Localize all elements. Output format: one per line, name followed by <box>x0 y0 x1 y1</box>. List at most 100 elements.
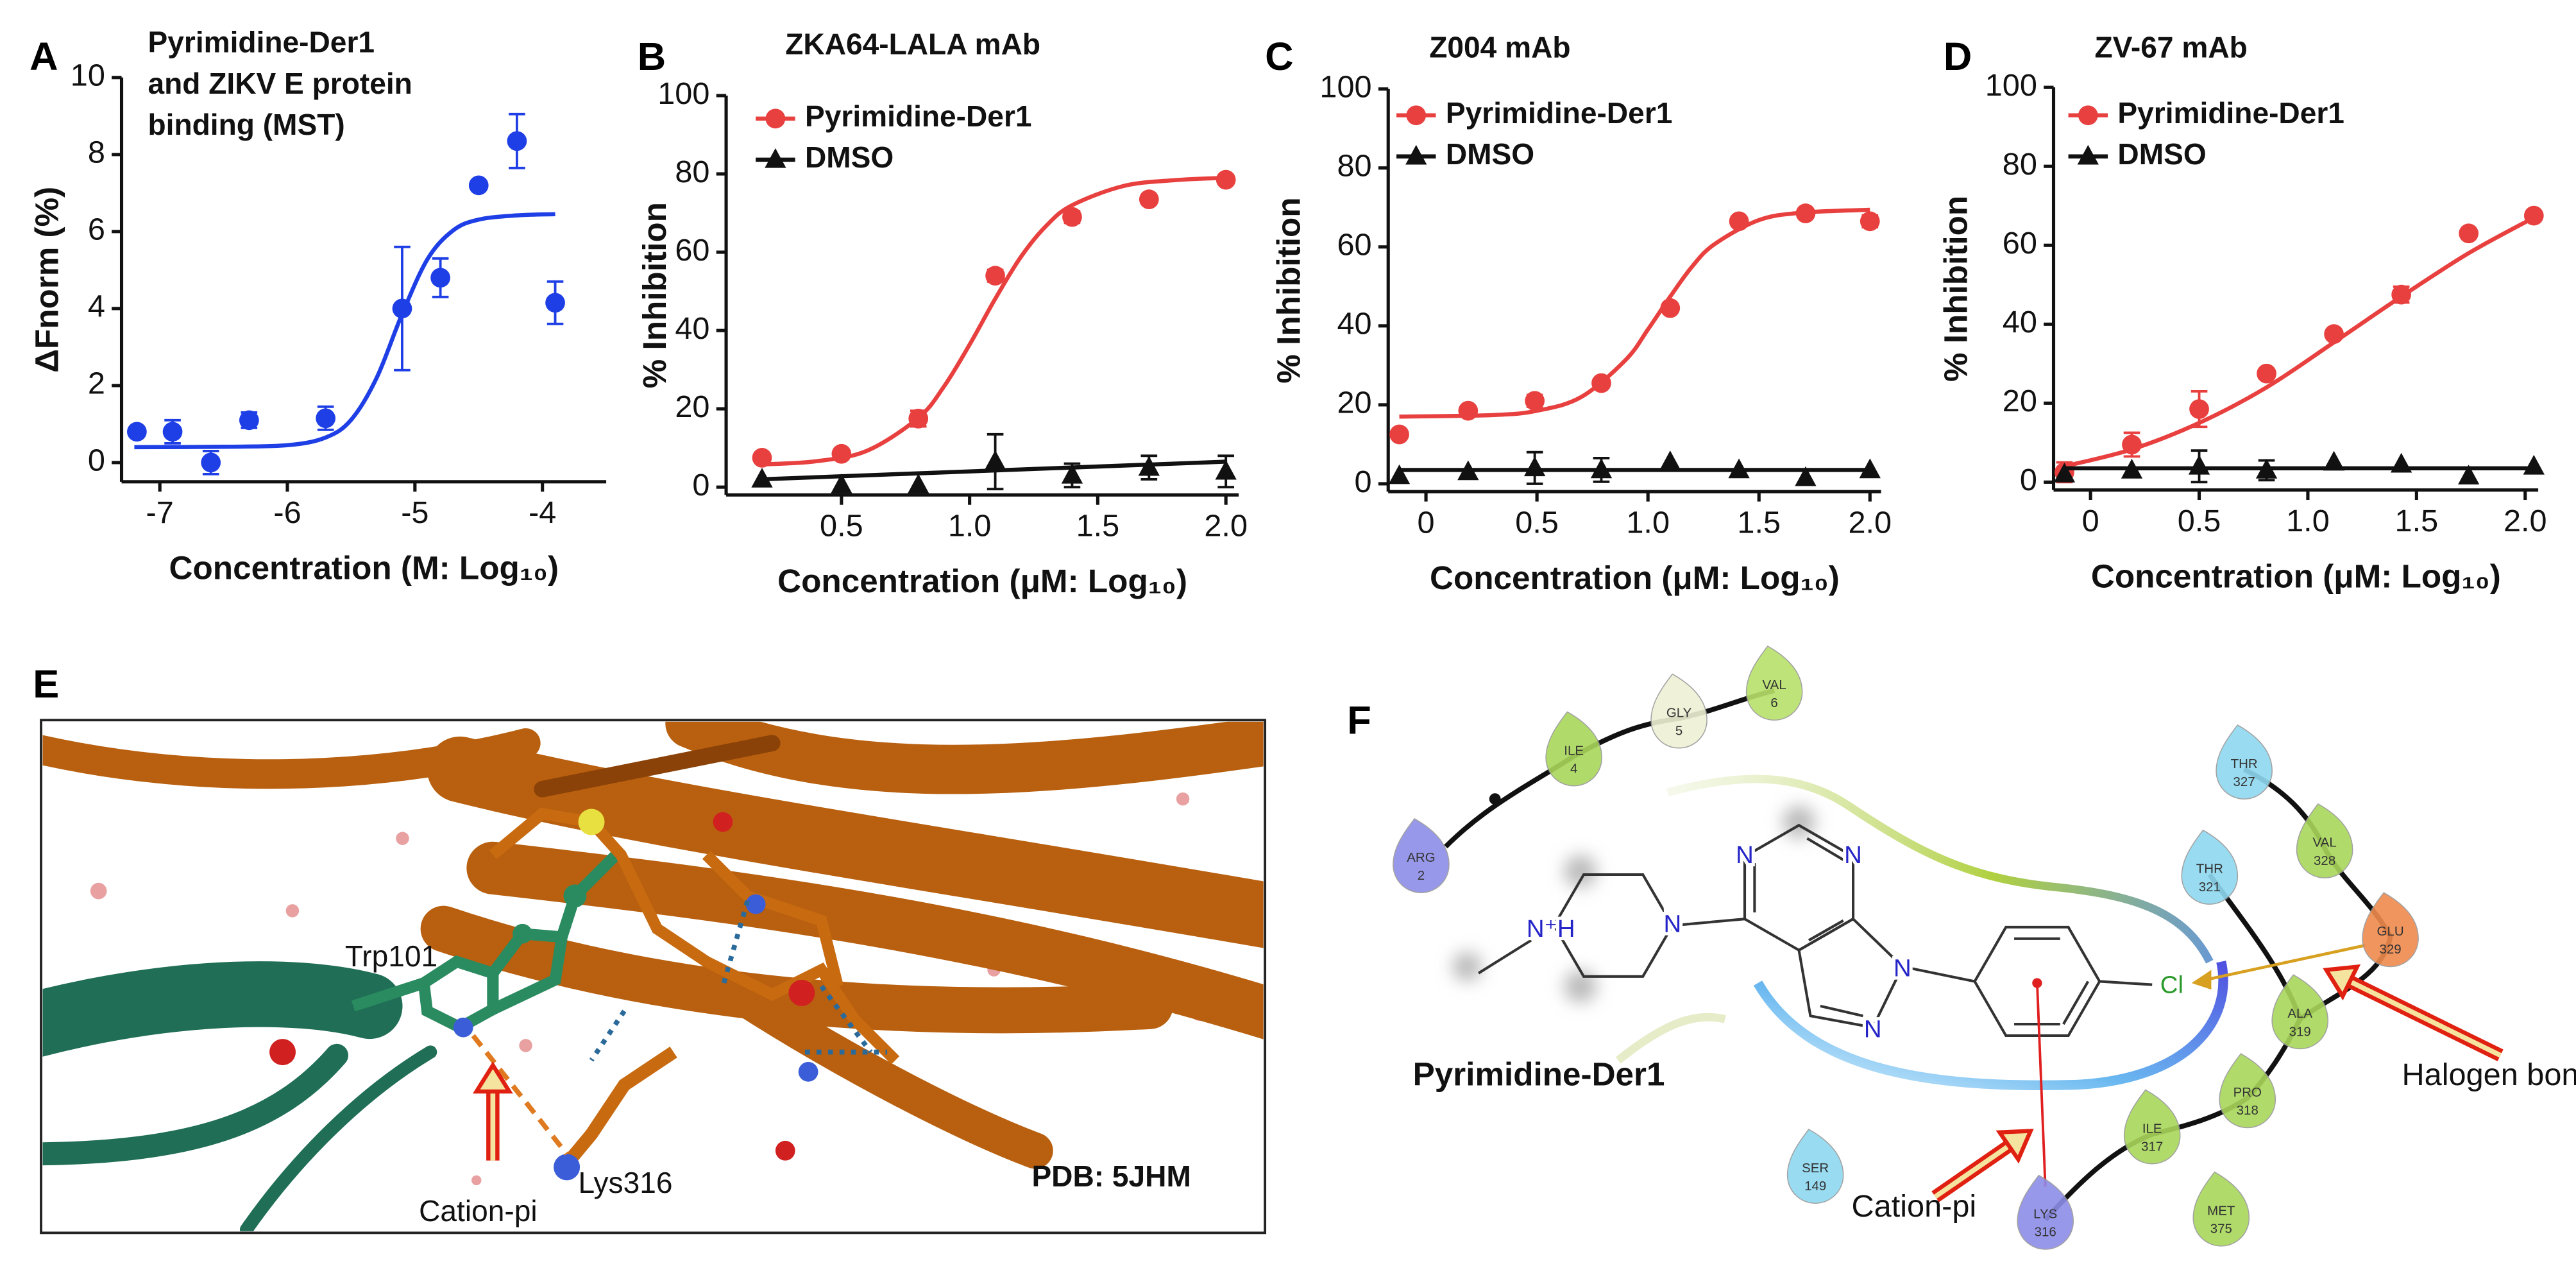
marker <box>507 131 527 151</box>
residue-number: 5 <box>1675 724 1682 739</box>
marker <box>127 422 147 442</box>
marker <box>2122 434 2142 455</box>
marker <box>1138 456 1160 476</box>
residue-shape <box>2017 1174 2074 1250</box>
marker <box>1659 450 1681 470</box>
structure-view: Trp101 Lys316 Cation-pi PDB: 5JHM <box>40 719 1267 1235</box>
chart-title: Pyrimidine-Der1 <box>148 26 375 59</box>
residue-name: SER <box>1802 1161 1829 1176</box>
residue-name: THR <box>2196 862 2223 877</box>
chart-title: Z004 mAb <box>1429 30 1570 64</box>
marker <box>1216 169 1236 190</box>
marker <box>1524 456 1546 477</box>
residue: ARG 2 <box>1393 817 1450 893</box>
x-tick-label: -6 <box>273 495 301 530</box>
chart-title: ZV-67 mAb <box>2095 30 2248 64</box>
residue-name: GLY <box>1666 705 1692 720</box>
residue-name: GLU <box>2377 924 2404 939</box>
cation-pi-contact <box>2035 982 2047 1187</box>
marker <box>2390 452 2412 473</box>
chart: 0 2 4 6 8 10 -7 -6 -5 -4 Concentration (M: Log₁₀) Δ… <box>28 26 607 586</box>
x-tick-label: 2.0 <box>2504 504 2547 538</box>
x-tick-label: -5 <box>401 495 428 530</box>
legend-label: DMSO <box>805 141 894 174</box>
marker <box>1215 459 1237 480</box>
marker <box>2458 465 2480 484</box>
fit-line <box>2063 216 2535 468</box>
marker <box>2121 458 2143 479</box>
residue-name: VAL <box>2313 835 2337 850</box>
residue-number: 319 <box>2289 1024 2311 1039</box>
trp-sidechain <box>269 850 620 1066</box>
marker <box>2391 284 2412 305</box>
halogen-contact <box>2198 943 2366 983</box>
y-tick-label: 80 <box>675 155 709 189</box>
residue: MET 375 <box>2192 1171 2250 1247</box>
residue: VAL 328 <box>2296 803 2353 878</box>
x-tick-label: 1.5 <box>1737 505 1781 540</box>
residue-name: ILE <box>2142 1121 2162 1136</box>
y-tick-label: 0 <box>2020 463 2037 497</box>
marker <box>831 474 852 493</box>
exposure-halos <box>1452 805 1816 1003</box>
residue: PRO 318 <box>2219 1053 2276 1129</box>
residue-number: 316 <box>2035 1225 2056 1240</box>
y-tick-label: 60 <box>2003 226 2037 261</box>
panel-label: E <box>33 662 59 706</box>
residue-name: LYS <box>2033 1207 2057 1222</box>
residue-shape <box>2192 1171 2250 1247</box>
marker <box>908 474 929 493</box>
charts: 0 2 4 6 8 10 -7 -6 -5 -4 Concentration (M: Log₁₀) Δ… <box>28 26 2546 599</box>
marker <box>985 266 1005 286</box>
residue-number: 318 <box>2237 1103 2258 1118</box>
marker <box>1729 211 1749 232</box>
marker <box>1795 466 1817 486</box>
y-tick-label: 80 <box>1337 149 1371 184</box>
backbone-node <box>1489 793 1501 805</box>
legend-label: Pyrimidine-Der1 <box>2117 96 2344 130</box>
y-axis-label: % Inhibition <box>1271 197 1307 383</box>
y-tick-label: 80 <box>2003 147 2037 182</box>
marker <box>984 450 1006 470</box>
residue-number: 328 <box>2314 853 2335 868</box>
residue-name: THR <box>2231 757 2258 771</box>
marker <box>316 408 336 429</box>
ligand-name: Pyrimidine-Der1 <box>1413 1056 1665 1093</box>
atom-label: N⁺H <box>1527 915 1575 943</box>
ribbons <box>42 721 1264 1169</box>
residue-name: MET <box>2207 1203 2235 1218</box>
green-ribbon <box>42 961 437 1231</box>
marker <box>2324 324 2344 345</box>
marker <box>201 452 221 473</box>
interaction-diagram: Pyrimidine-Der1 Halogen bond Cation-pi A… <box>1393 645 2576 1250</box>
x-tick-label: 1.5 <box>1076 508 1120 543</box>
y-tick-label: 4 <box>88 289 105 324</box>
atom-label: N <box>1864 1015 1882 1043</box>
ring-centroid <box>2032 978 2042 988</box>
molecule <box>1478 823 2153 1038</box>
pocket-contour <box>1615 1013 1726 1064</box>
marker <box>2323 450 2345 471</box>
y-tick-label: 40 <box>675 311 709 346</box>
marker <box>430 268 450 288</box>
chart-title: binding (MST) <box>148 108 345 141</box>
marker <box>751 468 773 488</box>
arrow-head <box>472 1061 513 1094</box>
arrow-head <box>2323 964 2361 1001</box>
h-bonds <box>589 900 888 1062</box>
residue-number: 317 <box>2141 1140 2163 1154</box>
marker <box>2459 223 2479 244</box>
marker <box>392 298 412 319</box>
structure-render <box>42 721 1264 1231</box>
residue: ILE 317 <box>2123 1089 2181 1165</box>
marker <box>752 448 772 468</box>
residue-number: 6 <box>1770 696 1777 710</box>
y-tick-label: 40 <box>1337 307 1371 341</box>
residue: ILE 4 <box>1545 711 1602 787</box>
marker <box>2255 458 2278 479</box>
x-tick-label: 0.5 <box>820 508 863 543</box>
atom-label: N <box>1844 841 1862 869</box>
marker <box>2523 205 2544 226</box>
y-axis-label: % Inhibition <box>1938 196 1974 382</box>
